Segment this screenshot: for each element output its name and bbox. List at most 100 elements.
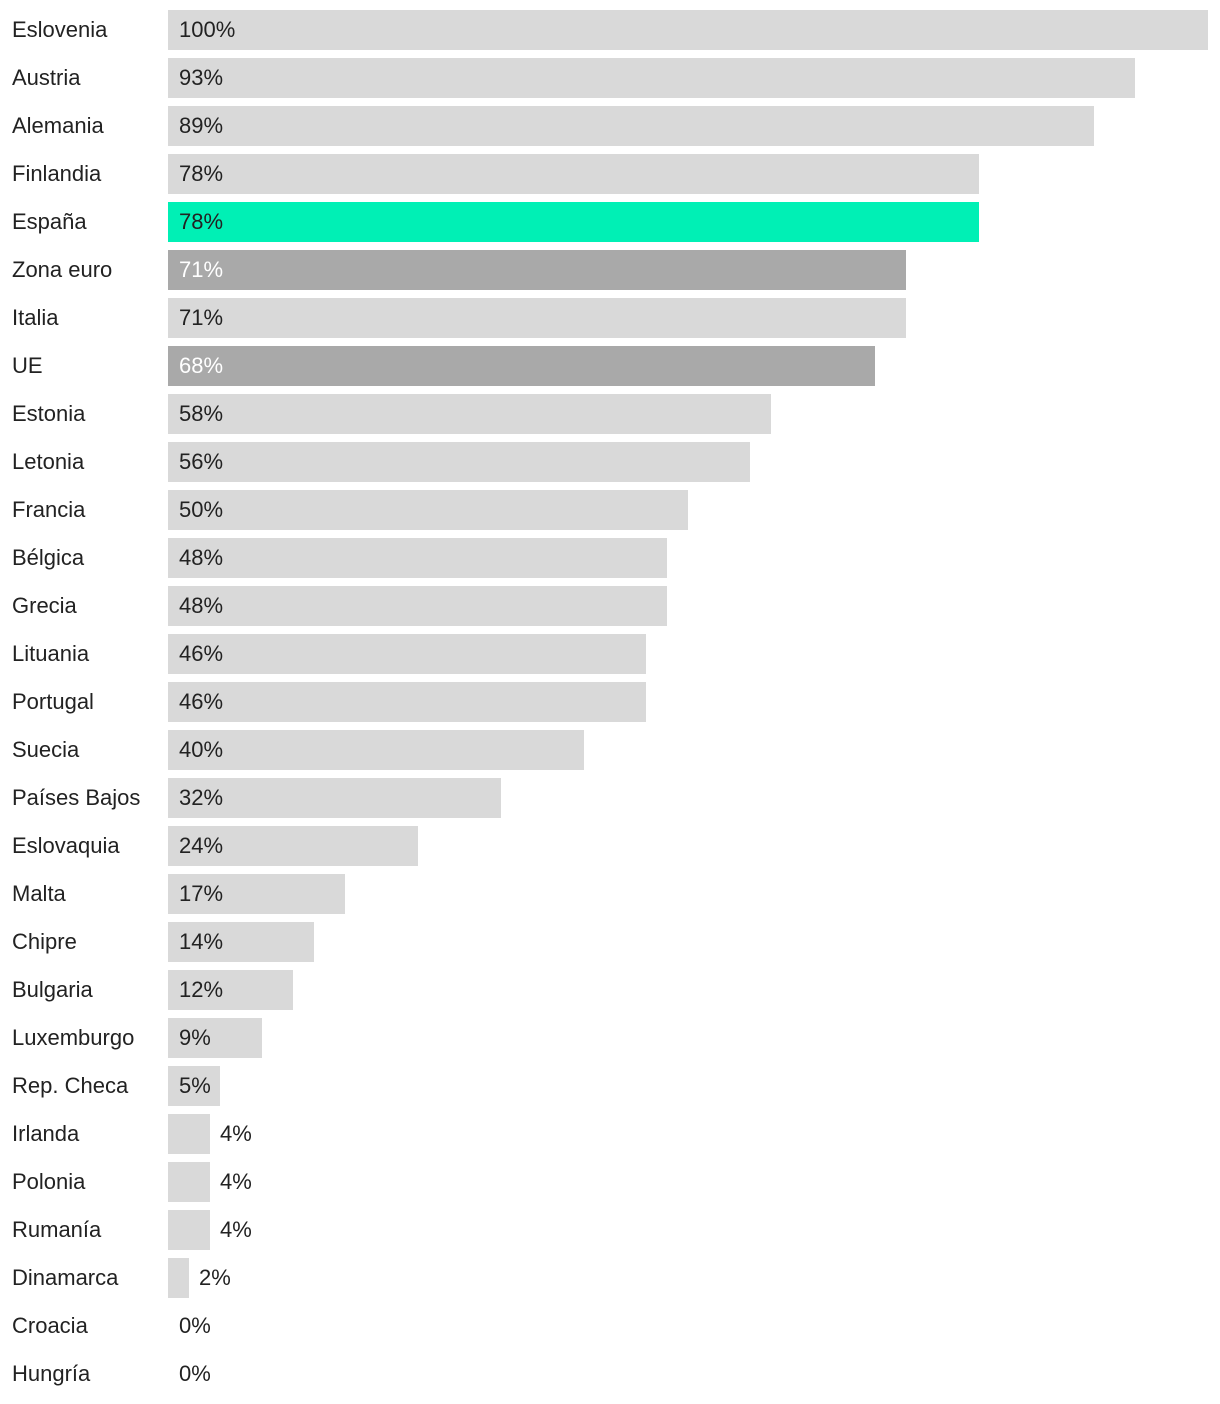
category-label: Portugal — [12, 689, 94, 714]
bar — [168, 1210, 210, 1250]
category-label: Italia — [12, 305, 59, 330]
bar — [168, 10, 1208, 50]
category-label: Países Bajos — [12, 785, 141, 810]
bar-row: Suecia 40% — [0, 730, 1220, 770]
category-label: Bélgica — [12, 545, 85, 570]
bar-row: Zona euro 71% — [0, 250, 1220, 290]
category-label: Dinamarca — [12, 1265, 119, 1290]
value-label: 17% — [179, 881, 224, 906]
bar — [168, 778, 501, 818]
bar — [168, 250, 906, 290]
bar-row: Lituania 46% — [0, 634, 1220, 674]
value-label: 24% — [179, 833, 224, 858]
value-label: 100% — [179, 17, 236, 42]
category-label: Francia — [12, 497, 86, 522]
value-label: 56% — [179, 449, 224, 474]
bar — [168, 154, 979, 194]
bar — [168, 586, 667, 626]
bar — [168, 394, 771, 434]
bar-row: Irlanda 4% — [0, 1114, 1220, 1154]
bar-row: Rumanía 4% — [0, 1210, 1220, 1250]
value-label: 4% — [220, 1169, 252, 1194]
bar — [168, 442, 750, 482]
bar — [168, 1018, 262, 1058]
bar — [168, 538, 667, 578]
value-label: 71% — [179, 257, 224, 282]
value-label: 46% — [179, 689, 224, 714]
category-label: Estonia — [12, 401, 86, 426]
bar-row: Finlandia 78% — [0, 154, 1220, 194]
value-label: 2% — [199, 1265, 231, 1290]
bar — [168, 298, 906, 338]
bar-row: Malta 17% — [0, 874, 1220, 914]
bar — [168, 202, 979, 242]
value-label: 5% — [179, 1073, 211, 1098]
bar-row: Austria 93% — [0, 58, 1220, 98]
value-label: 14% — [179, 929, 224, 954]
value-label: 93% — [179, 65, 224, 90]
category-label: Eslovenia — [12, 17, 108, 42]
bar-row: UE 68% — [0, 346, 1220, 386]
bar-row: Italia 71% — [0, 298, 1220, 338]
bar — [168, 1066, 220, 1106]
category-label: Austria — [12, 65, 81, 90]
category-label: Polonia — [12, 1169, 86, 1194]
bar-row: Letonia 56% — [0, 442, 1220, 482]
value-label: 4% — [220, 1121, 252, 1146]
bar-row: Alemania 89% — [0, 106, 1220, 146]
value-label: 0% — [179, 1361, 211, 1386]
bar — [168, 634, 646, 674]
bar-row: Países Bajos 32% — [0, 778, 1220, 818]
value-label: 4% — [220, 1217, 252, 1242]
bar-row: Rep. Checa 5% — [0, 1066, 1220, 1106]
value-label: 71% — [179, 305, 224, 330]
category-label: UE — [12, 353, 43, 378]
category-label: Zona euro — [12, 257, 113, 282]
category-label: Bulgaria — [12, 977, 93, 1002]
value-label: 78% — [179, 209, 224, 234]
bar — [168, 1162, 210, 1202]
category-label: Irlanda — [12, 1121, 80, 1146]
category-label: Rep. Checa — [12, 1073, 129, 1098]
value-label: 50% — [179, 497, 224, 522]
bar — [168, 730, 584, 770]
bar-row: Hungría 0% — [0, 1354, 1220, 1394]
value-label: 68% — [179, 353, 224, 378]
value-label: 32% — [179, 785, 224, 810]
value-label: 9% — [179, 1025, 211, 1050]
bar — [168, 106, 1094, 146]
category-label: Rumanía — [12, 1217, 102, 1242]
value-label: 46% — [179, 641, 224, 666]
bar-row: Eslovaquia 24% — [0, 826, 1220, 866]
value-label: 89% — [179, 113, 224, 138]
bar — [168, 970, 293, 1010]
category-label: Lituania — [12, 641, 90, 666]
value-label: 58% — [179, 401, 224, 426]
bar-row: Luxemburgo 9% — [0, 1018, 1220, 1058]
category-label: Letonia — [12, 449, 85, 474]
bar-row: Portugal 46% — [0, 682, 1220, 722]
bar-row: Bélgica 48% — [0, 538, 1220, 578]
bar — [168, 1114, 210, 1154]
bar-row: Dinamarca 2% — [0, 1258, 1220, 1298]
value-label: 12% — [179, 977, 224, 1002]
bar-row: España 78% — [0, 202, 1220, 242]
category-label: Hungría — [12, 1361, 91, 1386]
category-label: Alemania — [12, 113, 104, 138]
category-label: Chipre — [12, 929, 77, 954]
bar — [168, 826, 418, 866]
bar — [168, 346, 875, 386]
category-label: Malta — [12, 881, 66, 906]
bar-row: Bulgaria 12% — [0, 970, 1220, 1010]
category-label: Luxemburgo — [12, 1025, 135, 1050]
bar — [168, 1258, 189, 1298]
bar-row: Polonia 4% — [0, 1162, 1220, 1202]
value-label: 0% — [179, 1313, 211, 1338]
bar-row: Francia 50% — [0, 490, 1220, 530]
value-label: 48% — [179, 593, 224, 618]
category-label: Suecia — [12, 737, 80, 762]
value-label: 78% — [179, 161, 224, 186]
bar-row: Chipre 14% — [0, 922, 1220, 962]
category-label: Eslovaquia — [12, 833, 120, 858]
